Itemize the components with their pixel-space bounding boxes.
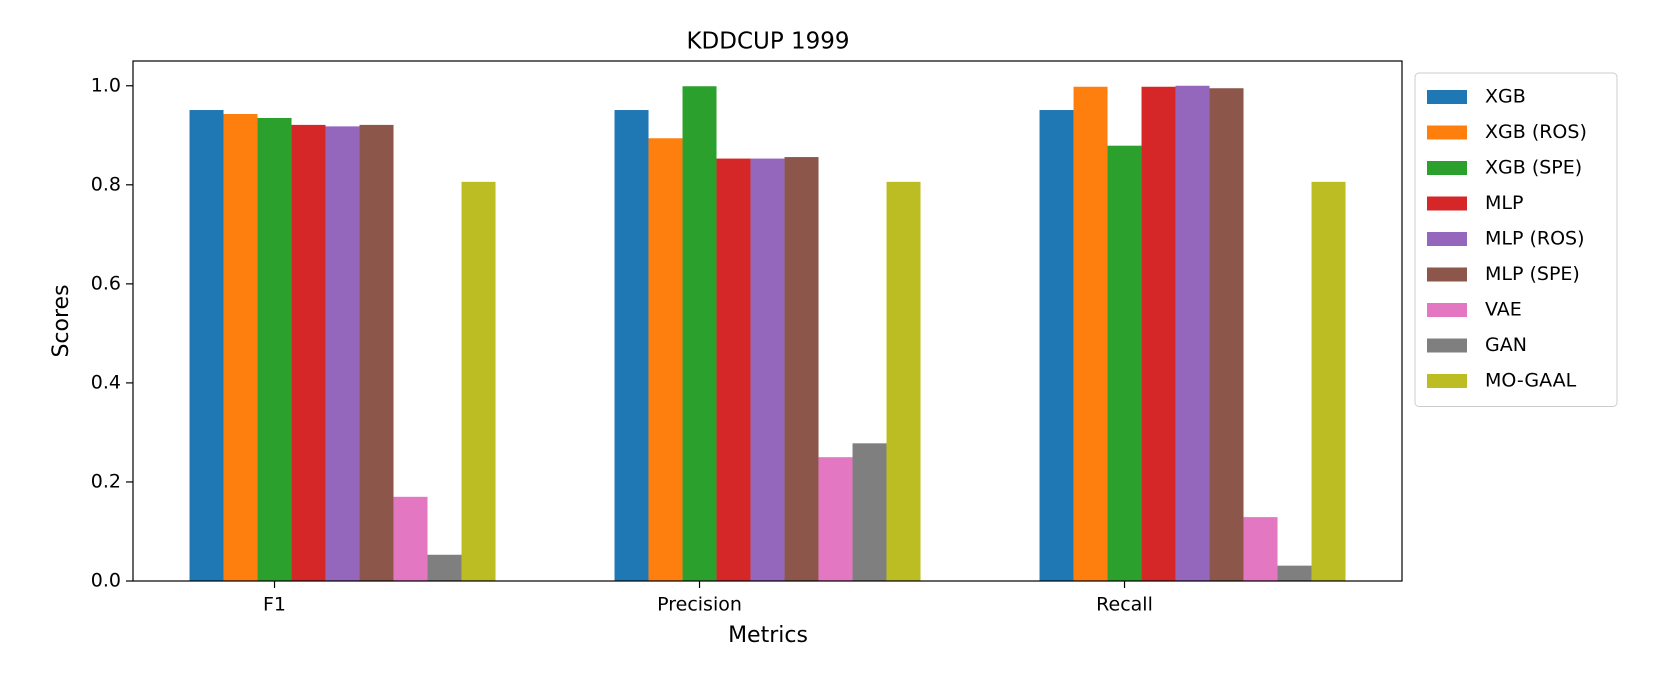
bar xyxy=(223,113,258,581)
bar xyxy=(359,124,394,581)
bar xyxy=(1107,145,1142,581)
bar xyxy=(1039,110,1074,582)
bar xyxy=(1141,86,1176,581)
legend-swatch xyxy=(1427,161,1467,175)
bar xyxy=(784,157,819,582)
bar xyxy=(1277,565,1312,581)
y-tick-label: 0.2 xyxy=(91,470,121,492)
legend-box xyxy=(1414,72,1618,407)
bar xyxy=(716,158,751,582)
bar xyxy=(461,181,496,582)
y-tick-label: 0.8 xyxy=(91,173,121,195)
y-axis-label: Scores xyxy=(49,284,74,357)
legend-swatch xyxy=(1427,196,1467,211)
bar xyxy=(291,124,326,581)
legend-label: VAE xyxy=(1485,299,1522,321)
legend-swatch xyxy=(1427,374,1467,388)
bar xyxy=(852,443,887,581)
x-tick-label: F1 xyxy=(263,594,286,616)
legend-swatch xyxy=(1427,303,1467,317)
x-tick-label: Recall xyxy=(1096,594,1153,616)
bar xyxy=(427,554,462,581)
legend-swatch xyxy=(1427,125,1467,140)
bar xyxy=(750,158,785,582)
bar xyxy=(614,110,649,582)
bar xyxy=(1073,86,1108,581)
legend-swatch xyxy=(1427,338,1467,353)
legend-label: MO-GAAL xyxy=(1485,370,1577,392)
y-tick-label: 0.0 xyxy=(91,570,121,592)
bar xyxy=(818,457,853,581)
bar xyxy=(189,110,224,582)
legend-label: MLP (ROS) xyxy=(1485,228,1585,250)
bar xyxy=(393,496,428,581)
plot-frame xyxy=(132,60,1403,582)
chart-title: KDDCUP 1999 xyxy=(686,29,849,55)
bar xyxy=(325,126,360,581)
bar xyxy=(886,181,921,582)
bar xyxy=(648,138,683,581)
legend-label: MLP xyxy=(1485,192,1523,214)
legend-label: MLP (SPE) xyxy=(1485,263,1580,285)
bar xyxy=(1175,85,1210,581)
y-tick-label: 1.0 xyxy=(91,74,121,96)
bar xyxy=(1243,517,1278,581)
legend-label: XGB xyxy=(1485,86,1526,108)
y-tick-label: 0.6 xyxy=(91,272,121,294)
bar xyxy=(1311,181,1346,582)
x-axis-label: Metrics xyxy=(728,623,808,648)
legend-swatch xyxy=(1427,267,1467,282)
bar xyxy=(1209,88,1244,581)
legend-swatch xyxy=(1427,232,1467,246)
legend-swatch xyxy=(1427,90,1467,104)
y-tick-label: 0.4 xyxy=(91,371,121,393)
legend-label: XGB (ROS) xyxy=(1485,121,1587,143)
x-tick-label: Precision xyxy=(657,594,742,616)
legend-label: GAN xyxy=(1485,334,1527,356)
bar xyxy=(257,117,292,581)
legend-label: XGB (SPE) xyxy=(1485,157,1582,179)
bar xyxy=(682,86,717,581)
